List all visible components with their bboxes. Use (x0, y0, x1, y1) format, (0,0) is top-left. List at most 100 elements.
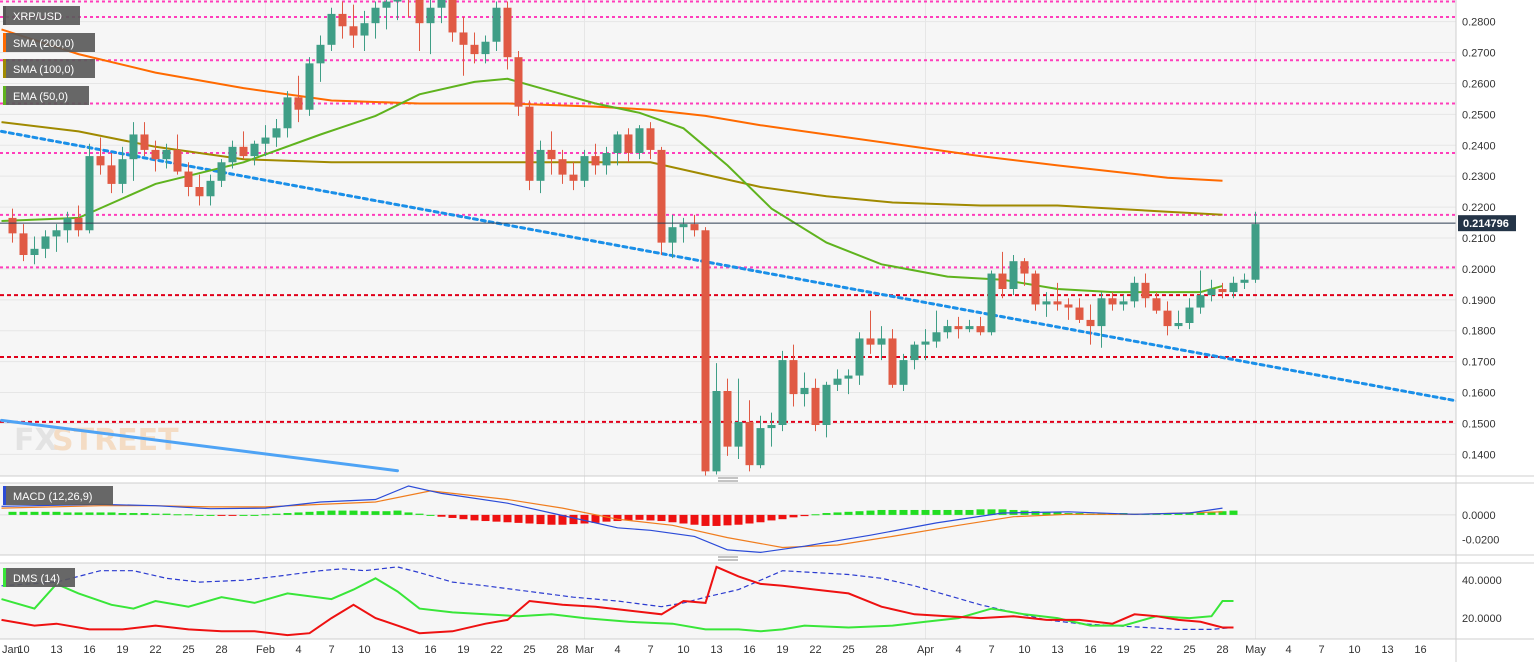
legend-macd[interactable]: MACD (12,26,9) (3, 486, 113, 505)
macd-hist-bar-30 (338, 510, 347, 515)
candle-body-82 (910, 344, 919, 361)
candle-body-1 (19, 233, 28, 255)
legend-sma-200[interactable]: SMA (200,0) (3, 33, 95, 52)
macd-hist-bar-108 (1196, 512, 1205, 515)
legend-ema-50-bg (3, 86, 89, 105)
date-label-2: 16 (83, 644, 95, 656)
price-axis-labels: 0.2800 0.2700 0.2600 0.2500 0.2400 0.2300 0.22… (1462, 17, 1502, 625)
macd-hist-bar-66 (734, 514, 743, 525)
candle-body-83 (921, 341, 930, 345)
candle-body-92 (1020, 261, 1029, 274)
watermark-fx: FX (14, 423, 58, 458)
candle-body-8 (96, 156, 105, 166)
date-label-8: 4 (295, 644, 301, 656)
date-label-9: 7 (328, 644, 334, 656)
price-tick-label-4: 0.2400 (1462, 140, 1496, 152)
macd-hist-bar-53 (591, 514, 600, 523)
price-tick-label-3: 0.2500 (1462, 109, 1496, 121)
macd-hist-bar-81 (899, 509, 908, 515)
sma-200-line (1, 28, 1223, 182)
price-tick-label-9: 0.1900 (1462, 295, 1496, 307)
legend-xrpusd[interactable]: XRP/USD (3, 6, 80, 25)
macd-hist-bar-82 (910, 509, 919, 515)
date-label-31: 13 (1051, 644, 1063, 656)
macd-hist-bar-48 (536, 514, 545, 525)
candle-body-87 (965, 326, 974, 330)
legend-sma-100-bg (3, 59, 95, 78)
price-tick-label-12: 0.1600 (1462, 388, 1496, 400)
candle-body-63 (701, 230, 710, 472)
date-label-35: 25 (1183, 644, 1195, 656)
candle-body-34 (382, 1, 391, 8)
candle-body-68 (756, 428, 765, 466)
grid-lines (0, 0, 1456, 639)
price-tick-label-6: 0.2200 (1462, 202, 1496, 214)
candle-body-102 (1130, 282, 1139, 302)
legend-sma-200-color-stripe (3, 33, 6, 52)
macd-hist-bar-8 (96, 512, 105, 515)
date-label-15: 25 (523, 644, 535, 656)
macd-hist-bar-38 (426, 514, 435, 516)
macd-hist-bar-67 (745, 514, 754, 524)
legend-dms-label: DMS (14) (13, 573, 60, 585)
macd-hist-bar-73 (811, 514, 820, 516)
date-label-10: 10 (358, 644, 370, 656)
trendline-1 (0, 418, 399, 473)
candle-body-74 (822, 384, 831, 425)
macd-hist-bar-84 (932, 509, 941, 515)
macd-tick-label-1: -0.0200 (1462, 534, 1499, 546)
candle-body-17 (195, 187, 204, 197)
macd-hist-bar-21 (239, 514, 248, 516)
macd-hist-bar-23 (261, 514, 270, 516)
candle-body-106 (1174, 323, 1183, 327)
macd-hist-bar-14 (162, 513, 171, 515)
candle-body-44 (492, 7, 501, 42)
pane-resize-handle-macd[interactable] (718, 477, 738, 482)
candle-body-3 (41, 236, 50, 249)
indicator-legend[interactable]: XRP/USD SMA (200,0) SMA (100,0) EMA (50,0) M… (3, 6, 113, 587)
trendlines (0, 129, 1456, 473)
current-price-tag-text: 0.214796 (1463, 218, 1509, 230)
legend-dms-bg (3, 568, 75, 587)
macd-hist-bar-15 (173, 514, 182, 516)
price-tick-label-0: 0.2800 (1462, 17, 1496, 29)
candle-body-35 (393, 0, 402, 2)
macd-hist-bar-71 (789, 514, 798, 518)
candle-body-52 (580, 156, 589, 181)
macd-hist-bar-111 (1229, 510, 1238, 515)
candle-body-59 (657, 149, 666, 243)
legend-ema-50[interactable]: EMA (50,0) (3, 86, 89, 105)
macd-hist-bar-59 (657, 514, 666, 522)
macd-hist-bar-4 (52, 511, 61, 515)
date-label-12: 16 (424, 644, 436, 656)
legend-dms[interactable]: DMS (14) (3, 568, 75, 587)
candle-body-103 (1141, 282, 1150, 299)
legend-xrpusd-color-stripe (3, 6, 6, 25)
dms-indicator (1, 565, 1234, 637)
candle-body-33 (371, 7, 380, 24)
candle-body-104 (1152, 298, 1161, 311)
macd-hist-bar-68 (756, 514, 765, 523)
macd-hist-bar-18 (206, 514, 215, 516)
macd-hist-bar-57 (635, 514, 644, 520)
candle-body-66 (734, 421, 743, 447)
date-label-4: 22 (149, 644, 161, 656)
macd-hist-bar-58 (646, 514, 655, 521)
candle-body-18 (206, 180, 215, 197)
candle-body-41 (459, 32, 468, 45)
date-label-5: 25 (182, 644, 194, 656)
candle-body-98 (1086, 319, 1095, 327)
price-tick-label-2: 0.2600 (1462, 78, 1496, 90)
date-label-16: 28 (556, 644, 568, 656)
macd-hist-bar-12 (140, 513, 149, 515)
pane-resize-handle-dms[interactable] (718, 556, 738, 561)
date-label-13: 19 (457, 644, 469, 656)
candle-body-20 (228, 146, 237, 163)
candle-body-111 (1229, 282, 1238, 293)
date-label-11: 13 (391, 644, 403, 656)
ema-50-line (1, 77, 1223, 294)
candle-body-65 (723, 391, 732, 447)
legend-sma-100[interactable]: SMA (100,0) (3, 59, 95, 78)
date-label-22: 16 (743, 644, 755, 656)
